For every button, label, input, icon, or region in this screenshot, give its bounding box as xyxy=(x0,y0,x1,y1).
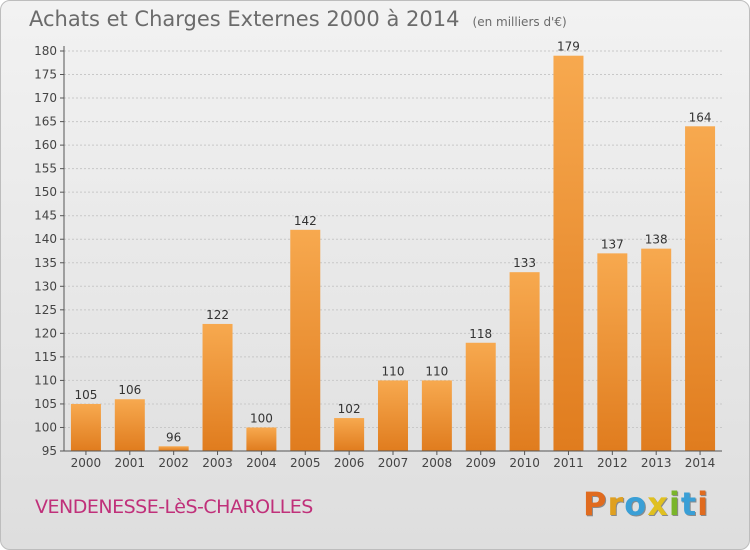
bar-2010 xyxy=(509,272,540,451)
bar-2002 xyxy=(158,446,189,451)
y-tick-label: 145 xyxy=(34,209,57,223)
bar-2000 xyxy=(70,403,101,451)
bar-2005 xyxy=(290,229,321,451)
x-tick-label-2006: 2006 xyxy=(334,456,365,470)
bar-2008 xyxy=(421,380,452,451)
y-tick-label: 150 xyxy=(34,185,57,199)
data-label-2001: 106 xyxy=(118,383,141,397)
data-label-2005: 142 xyxy=(294,214,317,228)
data-label-2004: 100 xyxy=(250,411,273,425)
y-tick-label: 170 xyxy=(34,91,57,105)
axes: 95 100 105 110 115 120 125 130 135 140 145 150 155 16… xyxy=(34,44,722,470)
data-label-2009: 118 xyxy=(469,327,492,341)
data-label-2000: 105 xyxy=(74,388,97,402)
bar-2006 xyxy=(334,418,365,451)
y-tick-label: 165 xyxy=(34,115,57,129)
brand-logo: Proxiti xyxy=(583,485,709,523)
y-tick-label: 125 xyxy=(34,303,57,317)
x-tick-label-2008: 2008 xyxy=(422,456,453,470)
x-tick-label-2013: 2013 xyxy=(641,456,672,470)
bar-2007 xyxy=(378,380,408,451)
brand-letter: x xyxy=(647,485,669,523)
y-tick-label: 95 xyxy=(42,444,57,458)
x-tick-label-2001: 2001 xyxy=(115,456,146,470)
x-tick-label-2009: 2009 xyxy=(465,456,496,470)
data-label-2013: 138 xyxy=(645,233,668,247)
data-label-2011: 179 xyxy=(557,40,580,54)
chart-title-block: Achats et Charges Externes 2000 à 2014 (… xyxy=(29,7,567,31)
bar-2001 xyxy=(114,399,145,451)
bar-2012 xyxy=(597,253,628,451)
y-tick-label: 105 xyxy=(34,397,57,411)
x-tick-label-2011: 2011 xyxy=(553,456,584,470)
data-label-2014: 164 xyxy=(689,110,712,124)
x-tick-label-2012: 2012 xyxy=(597,456,628,470)
y-tick-label: 180 xyxy=(34,44,57,58)
chart-unit-note: (en milliers d'€) xyxy=(472,15,567,29)
data-label-2008: 110 xyxy=(425,364,448,378)
bar-2011 xyxy=(553,55,584,452)
y-tick-label: 130 xyxy=(34,279,57,293)
chart-title: Achats et Charges Externes 2000 à 2014 xyxy=(29,7,460,31)
bar-2003 xyxy=(202,323,233,451)
x-tick-label-2007: 2007 xyxy=(378,456,409,470)
y-tick-label: 160 xyxy=(34,138,57,152)
brand-letter: i xyxy=(668,485,681,523)
y-tick-label: 110 xyxy=(34,373,57,387)
commune-name: VENDENESSE-LèS-CHAROLLES xyxy=(35,496,313,518)
data-label-2010: 133 xyxy=(513,256,536,270)
y-tick-label: 140 xyxy=(34,232,57,246)
x-tick-label-2014: 2014 xyxy=(685,456,716,470)
y-tick-label: 155 xyxy=(34,162,57,176)
y-tick-label: 175 xyxy=(34,68,57,82)
x-tick-label-2003: 2003 xyxy=(202,456,233,470)
brand-letter: r xyxy=(607,485,625,523)
bar-2013 xyxy=(641,248,672,451)
y-tick-label: 115 xyxy=(34,350,57,364)
brand-letter: P xyxy=(583,485,608,523)
bar-2009 xyxy=(465,342,496,451)
brand-letter: t xyxy=(680,485,698,523)
data-label-2006: 102 xyxy=(338,402,361,416)
x-tick-label-2002: 2002 xyxy=(158,456,189,470)
bars: 105 106 96 122 100 142 102 110 110 118 133 179 137 13… xyxy=(70,40,716,452)
x-tick-label-2004: 2004 xyxy=(246,456,277,470)
x-tick-label-2005: 2005 xyxy=(290,456,321,470)
y-tick-label: 100 xyxy=(34,420,57,434)
x-tick-label-2000: 2000 xyxy=(71,456,102,470)
y-tick-label: 135 xyxy=(34,256,57,270)
bar-2004 xyxy=(246,427,277,451)
y-tick-label: 120 xyxy=(34,326,57,340)
brand-letter: i xyxy=(697,485,710,523)
data-label-2003: 122 xyxy=(206,308,229,322)
data-label-2002: 96 xyxy=(166,430,181,444)
data-label-2007: 110 xyxy=(382,364,405,378)
x-tick-label-2010: 2010 xyxy=(509,456,540,470)
bar-2014 xyxy=(685,126,716,451)
data-label-2012: 137 xyxy=(601,237,624,251)
brand-letter: o xyxy=(624,485,648,523)
